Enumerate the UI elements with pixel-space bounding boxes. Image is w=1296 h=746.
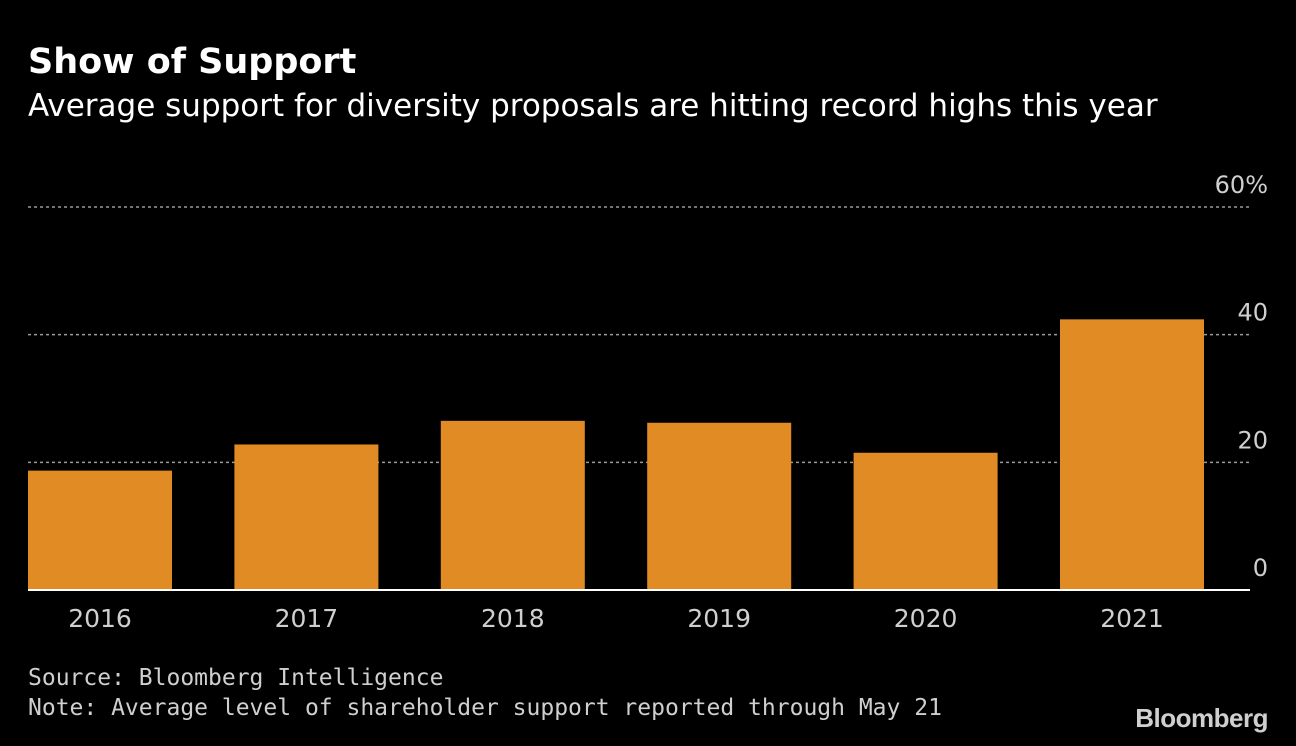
bars bbox=[28, 319, 1204, 590]
x-tick-label: 2018 bbox=[481, 604, 545, 633]
y-tick-label: 20 bbox=[1237, 426, 1268, 454]
y-tick-label: 60% bbox=[1215, 171, 1268, 199]
x-tick-label: 2017 bbox=[275, 604, 339, 633]
bar-2020 bbox=[853, 452, 998, 590]
bar-2016 bbox=[28, 470, 172, 590]
y-tick-label: 0 bbox=[1253, 554, 1268, 582]
chart-title: Show of Support bbox=[28, 42, 357, 82]
axes: 0 20 40 60% 2016 2017 2018 2019 2020 2021 bbox=[28, 171, 1268, 633]
bar-2018 bbox=[440, 420, 585, 590]
x-tick-label: 2016 bbox=[68, 604, 132, 633]
source-note: Source: Bloomberg Intelligence bbox=[28, 665, 444, 691]
bar-2017 bbox=[234, 444, 379, 590]
x-tick-label: 2020 bbox=[894, 604, 958, 633]
bloomberg-logo: Bloomberg bbox=[1135, 703, 1268, 733]
bar-2021 bbox=[1060, 319, 1204, 590]
footnote: Note: Average level of shareholder suppo… bbox=[28, 695, 942, 721]
y-tick-label: 40 bbox=[1237, 299, 1268, 327]
chart-subtitle: Average support for diversity proposals … bbox=[28, 88, 1158, 124]
bar-2019 bbox=[647, 422, 792, 590]
x-tick-label: 2019 bbox=[687, 604, 751, 633]
x-tick-label: 2021 bbox=[1100, 604, 1164, 633]
